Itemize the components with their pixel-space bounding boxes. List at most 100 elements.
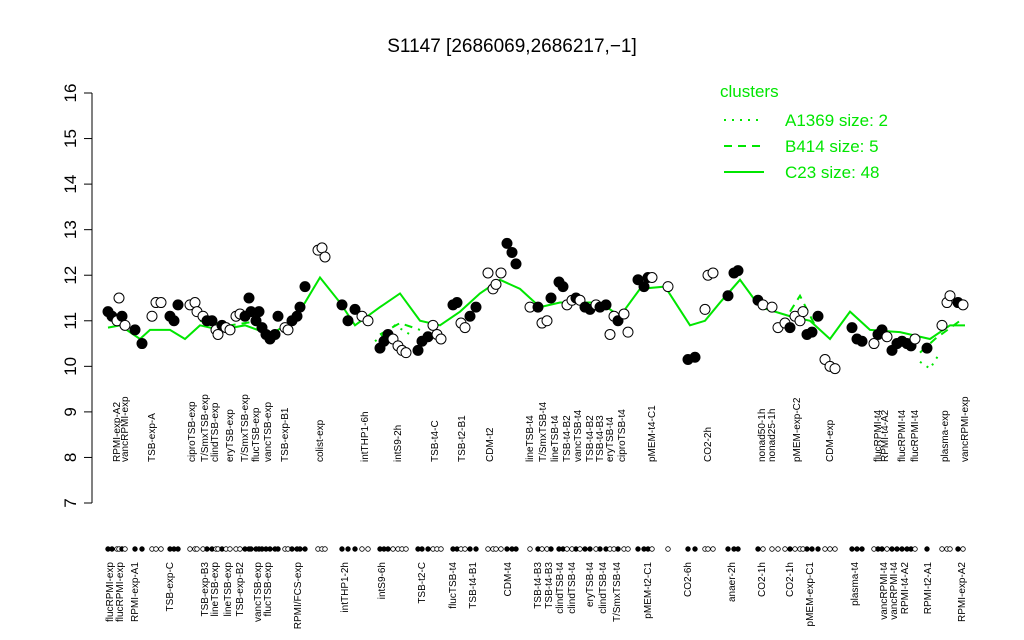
rug-point [493,546,499,552]
bottom-label: lineTSB-exp [210,562,221,617]
rug-point [692,546,698,552]
rug-point [122,546,128,552]
bottom-label: CO2-1h [757,562,768,597]
data-point [881,331,893,343]
top-label: vancRPMI-exp [960,396,971,462]
rug-point [587,546,593,552]
top-label: ciproTSB-t4 [617,409,628,462]
rug-point [710,546,716,552]
data-point [689,351,701,363]
data-point [506,246,518,258]
data-point [459,322,471,334]
rug-point [782,546,788,552]
top-label: RPMI-t4-A2 [880,409,891,462]
top-label: RPMI-exp-A2 [112,402,123,462]
top-label: colist-exp [315,419,326,462]
legend-label: A1369 size: 2 [785,111,888,130]
rug-point [705,546,711,552]
data-point [909,333,921,345]
bottom-label: TSB-exp-C [165,562,176,611]
data-point [638,281,650,293]
data-point [722,290,734,302]
data-point [662,281,674,293]
rug-point [879,546,885,552]
rug-point [884,546,890,552]
rug-point [109,546,115,552]
top-label: eryTSB-exp [225,409,236,462]
rug-point [498,546,504,552]
data-point [784,322,796,334]
data-point [470,301,482,313]
top-label: TSB-t4-B3 [595,415,606,462]
top-label: vancTSB-exp [263,402,274,462]
rug-point [513,546,519,552]
top-label: nonad50-1h [757,409,768,462]
rug-point [139,546,145,552]
rug-point [894,546,900,552]
rug-point [527,546,533,552]
bottom-label: RPMI-t2-A1 [923,562,934,615]
data-point [936,319,948,331]
data-point [189,297,201,309]
data-point [269,328,281,340]
y-tick-label: 10 [61,357,80,376]
top-label: intS9-2h [393,425,404,462]
top-label: T/SmxTSB-t4 [538,402,549,462]
top-label: TSB-exp-A [147,413,158,462]
bottom-label: TSB-t4-B3 [533,562,544,609]
y-tick-label: 16 [61,84,80,103]
rug-point [725,546,731,552]
rug-point [289,546,295,552]
data-point [146,310,158,322]
top-label: lineTSB-t4 [550,415,561,462]
rug-point [153,546,159,552]
rug-point [859,546,865,552]
rug-point [577,546,583,552]
rug-point [649,546,655,552]
top-label: CDM-t2 [485,427,496,462]
bottom-label: pMEM-exp-C1 [805,562,816,627]
data-point [618,308,630,320]
data-point [812,310,824,322]
data-point [957,299,969,311]
data-point [336,299,348,311]
data-point [829,363,841,375]
data-point [806,326,818,338]
rug-point [822,546,828,552]
data-point [646,272,658,283]
top-label: ciproTSB-exp [187,401,198,462]
top-label: TSB-t4-B2 [562,415,573,462]
rug-point [158,546,164,552]
data-point [707,267,719,279]
rug-point [665,546,671,552]
top-label: clindTSB-exp [210,402,221,462]
data-point [136,338,148,350]
rug-point [504,546,510,552]
bottom-label: flucRPMI-exp [105,562,116,622]
legend-label: C23 size: 48 [785,163,880,182]
data-point [600,299,612,311]
top-label: pMEM-exp-C2 [792,397,803,462]
data-point [316,242,328,254]
rug-point [365,546,371,552]
rug-point [194,546,200,552]
data-point [212,328,224,340]
bottom-label: clindTSB-t4 [598,562,609,614]
bottom-label: clindTSB-t4 [567,562,578,614]
top-label: eryTSB-t4 [605,417,616,462]
rug-point [175,546,181,552]
data-point [868,338,880,350]
rug-point [227,546,233,552]
rug-point [485,546,491,552]
rug-point [248,546,254,552]
rug-point [924,546,930,552]
rug-point [204,546,210,552]
rug-point [947,546,953,552]
data-point [510,258,522,270]
bottom-label: RPMI-t4-A2 [900,562,911,615]
rug-point [597,546,603,552]
rug-point [775,546,781,552]
rug-point [467,546,473,552]
rug-point [267,546,273,552]
rug-point [854,546,860,552]
